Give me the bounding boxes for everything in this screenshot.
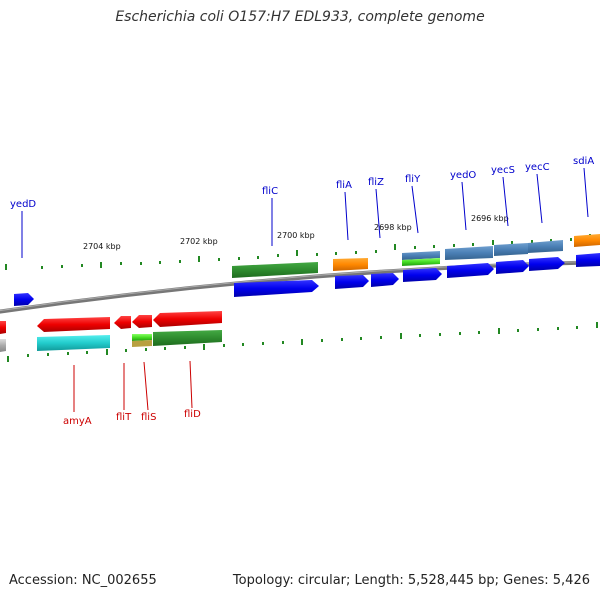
forward-cds-track [14, 253, 600, 306]
leader-fliD [189, 360, 193, 409]
gene-fliZ-cds[interactable] [371, 273, 399, 287]
feature-yedO[interactable] [445, 246, 493, 260]
label-yedO[interactable]: yedO [450, 170, 476, 181]
top-gene-labels: yedD fliC fliA fliZ fliY yedO yecS yecC … [10, 156, 594, 210]
label-yecC[interactable]: yecC [525, 162, 550, 173]
reverse-feature-track [0, 330, 222, 352]
upper-tick-ruler [5, 234, 591, 270]
gene-left-edge-cds[interactable] [0, 321, 6, 334]
ruler-label-2702: 2702 kbp [180, 237, 218, 246]
gene-yecS-cds[interactable] [496, 260, 529, 274]
bottom-label-leaders [73, 360, 193, 412]
ruler-label-2698: 2698 kbp [374, 223, 412, 232]
label-sdiA[interactable]: sdiA [573, 156, 594, 167]
ruler-label-2696: 2696 kbp [471, 214, 509, 223]
label-fliD[interactable]: fliD [184, 409, 201, 420]
leader-fliS [143, 361, 149, 411]
leader-sdiA [583, 167, 589, 218]
label-fliC[interactable]: fliC [262, 186, 278, 197]
feature-amyA[interactable] [37, 335, 110, 351]
feature-fliD[interactable] [153, 330, 222, 346]
gene-fliD-cds[interactable] [153, 311, 222, 327]
gene-fliA-cds[interactable] [335, 275, 369, 289]
feature-fliS-a[interactable] [132, 334, 152, 341]
accession-text: Accession: NC_002655 [9, 573, 157, 588]
leader-fliZ [375, 188, 381, 239]
label-fliS[interactable]: fliS [141, 412, 156, 423]
ruler-label-2704: 2704 kbp [83, 242, 121, 251]
gene-fliS-cds[interactable] [132, 315, 152, 328]
gene-fliT-cds[interactable] [114, 316, 131, 329]
gene-fliC-cds[interactable] [234, 280, 319, 297]
leader-yecC [536, 173, 543, 224]
feature-yecC[interactable] [528, 240, 563, 253]
leader-yecS [502, 176, 509, 227]
feature-fliS-b[interactable] [132, 340, 152, 347]
feature-left-edge[interactable] [0, 339, 6, 352]
label-fliA[interactable]: fliA [336, 180, 352, 191]
feature-fliY-b[interactable] [402, 258, 440, 266]
forward-feature-track [232, 234, 600, 278]
label-yedD[interactable]: yedD [10, 199, 36, 210]
gene-yedD-cds[interactable] [14, 293, 34, 306]
feature-sdiA[interactable] [574, 234, 600, 247]
feature-fliY-a[interactable] [402, 251, 440, 260]
gene-yecC-cds[interactable] [529, 257, 565, 271]
label-fliY[interactable]: fliY [405, 174, 421, 185]
gene-amyA-cds[interactable] [37, 317, 110, 332]
lower-tick-ruler [7, 322, 598, 362]
feature-yecS[interactable] [494, 243, 528, 256]
gene-fliY-cds[interactable] [403, 268, 442, 282]
genome-info-text: Topology: circular; Length: 5,528,445 bp… [232, 573, 590, 588]
leader-fliY [411, 185, 419, 234]
label-yecS[interactable]: yecS [491, 165, 515, 176]
label-amyA[interactable]: amyA [63, 416, 92, 427]
label-fliZ[interactable]: fliZ [368, 177, 384, 188]
top-label-leaders [21, 167, 589, 258]
label-fliT[interactable]: fliT [116, 412, 132, 423]
bottom-gene-labels: amyA fliT fliS fliD [63, 409, 201, 427]
gene-yedO-cds[interactable] [447, 263, 494, 278]
leader-yedO [461, 181, 467, 231]
gene-sdiA-cds[interactable] [576, 253, 600, 267]
ruler-label-2700: 2700 kbp [277, 231, 315, 240]
reverse-cds-track [0, 311, 222, 334]
feature-fliA[interactable] [333, 258, 368, 271]
leader-fliA [344, 191, 349, 241]
feature-fliC[interactable] [232, 262, 318, 278]
map-title: Escherichia coli O157:H7 EDL933, complet… [115, 9, 485, 25]
